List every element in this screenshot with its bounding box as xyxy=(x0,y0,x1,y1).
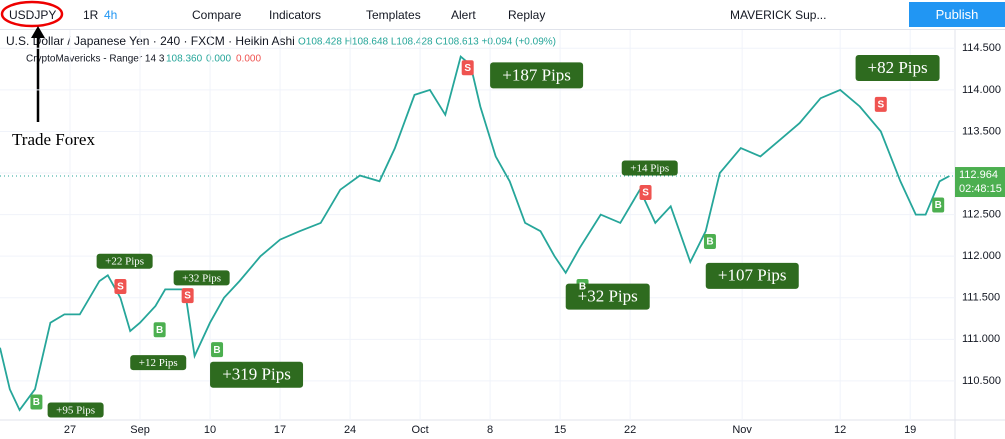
x-tick-label: 24 xyxy=(344,424,356,436)
pips-box xyxy=(173,270,230,286)
y-tick-label: 113.500 xyxy=(962,125,1001,137)
pips-label: +32 Pips xyxy=(578,287,638,306)
y-tick-label: 111.500 xyxy=(962,292,1000,304)
pips-label: +187 Pips xyxy=(502,65,571,84)
templates[interactable]: Templates xyxy=(366,8,421,22)
symbol-highlight xyxy=(0,0,64,28)
signal-marker xyxy=(932,197,945,213)
symbol[interactable]: USDJPY xyxy=(9,8,57,22)
pips-label: +12 Pips xyxy=(139,357,178,369)
indicator-value: 0.000 xyxy=(236,54,261,65)
indicators[interactable]: Indicators xyxy=(269,8,322,22)
signal-marker xyxy=(114,278,127,294)
interval[interactable]: 4h xyxy=(104,8,118,22)
signal-label: B xyxy=(935,200,942,211)
pips-label: +82 Pips xyxy=(868,58,928,77)
pips-label: +32 Pips xyxy=(182,272,221,284)
pips-label: +107 Pips xyxy=(718,266,787,285)
signal-marker xyxy=(703,234,716,250)
replay[interactable]: Replay xyxy=(508,8,546,22)
indicator-value: 0.000 xyxy=(206,54,231,65)
y-tick-label: 114.500 xyxy=(962,42,1001,54)
pips-box xyxy=(490,62,584,89)
indicator-value: 108.360 xyxy=(166,54,203,65)
legend-ohlc: O108.428 H108.648 L108.428 C108.613 +0.0… xyxy=(298,37,556,48)
pips-label: +14 Pips xyxy=(630,163,669,175)
compare[interactable]: Compare xyxy=(192,8,242,22)
callout-arrowhead xyxy=(31,26,45,38)
layout-name[interactable]: MAVERICK Sup... xyxy=(730,8,827,22)
pips-label: +95 Pips xyxy=(56,405,95,417)
signal-label: S xyxy=(117,282,124,293)
pips-box xyxy=(705,262,799,289)
signal-label: S xyxy=(642,188,649,199)
x-tick-label: 8 xyxy=(487,424,493,436)
x-tick-label: 17 xyxy=(274,424,286,436)
pips-box xyxy=(565,283,650,310)
signal-label: B xyxy=(213,345,220,356)
signal-label: S xyxy=(184,291,191,302)
x-tick-label: 22 xyxy=(624,424,636,436)
y-tick-label: 112.500 xyxy=(962,209,1001,221)
pips-box xyxy=(855,54,940,81)
signal-label: S xyxy=(464,63,471,74)
toolbar: USDJPY 1R 4h Compare Indicators Template… xyxy=(0,0,1005,30)
y-tick-label: 110.500 xyxy=(962,375,1001,387)
signal-marker xyxy=(153,322,166,338)
pips-box xyxy=(47,402,104,418)
pips-box xyxy=(210,361,304,388)
signal-marker xyxy=(639,184,652,200)
signal-marker xyxy=(211,342,224,358)
x-tick-label: Sep xyxy=(130,424,150,436)
pips-box xyxy=(130,355,187,371)
last-price-tag xyxy=(955,167,1005,198)
y-tick-label: 111.000 xyxy=(962,333,1000,345)
callout: Trade Forex xyxy=(12,130,95,149)
pips-box xyxy=(621,160,678,176)
y-tick-label: 114.000 xyxy=(962,84,1001,96)
signal-label: B xyxy=(579,282,586,293)
signal-label: B xyxy=(33,397,40,408)
pips-label: +319 Pips xyxy=(222,365,291,384)
signal-marker xyxy=(874,96,887,112)
signal-marker xyxy=(461,60,474,76)
y-tick-label: 112.000 xyxy=(962,250,1001,262)
x-tick-label: 12 xyxy=(834,424,846,436)
x-tick-label: 19 xyxy=(904,424,916,436)
alert[interactable]: Alert xyxy=(451,8,476,22)
legend-instrument: U.S. Dollar / Japanese Yen · 240 · FXCM … xyxy=(6,34,295,48)
signal-label: B xyxy=(156,325,163,336)
legend-indicator: CryptoMavericks - Ranger 14 3 xyxy=(26,54,165,65)
x-tick-label: 27 xyxy=(64,424,76,436)
signal-marker xyxy=(181,288,194,304)
x-tick-label: 10 xyxy=(204,424,216,436)
publish-button[interactable]: Publish xyxy=(909,2,1005,27)
x-tick-label: Nov xyxy=(732,424,752,436)
pips-box xyxy=(96,253,153,269)
countdown: 02:48:15 xyxy=(959,183,1002,195)
pips-label: +22 Pips xyxy=(105,256,144,268)
signal-label: S xyxy=(877,99,884,110)
price-line xyxy=(0,54,950,412)
signal-marker xyxy=(30,394,43,410)
x-tick-label: Oct xyxy=(412,424,429,436)
x-tick-label: 15 xyxy=(554,424,566,436)
interval-mode[interactable]: 1R xyxy=(83,8,99,22)
last-price-label: 112.964 xyxy=(959,169,998,181)
signal-label: B xyxy=(706,237,713,248)
